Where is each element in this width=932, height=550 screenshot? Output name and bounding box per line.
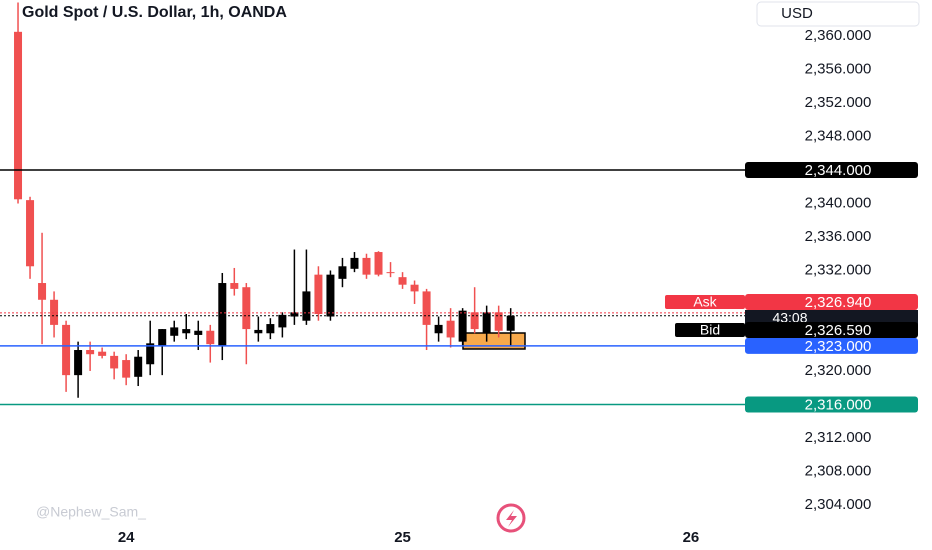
candle-body: [122, 360, 131, 378]
y-tick-label: 2,308.000: [805, 462, 872, 479]
candle-body: [254, 329, 263, 334]
currency-label[interactable]: USD: [781, 5, 813, 22]
y-tick-label: 2,348.000: [805, 127, 872, 144]
price-label-box: [745, 337, 918, 354]
y-tick-label: 2,332.000: [805, 261, 872, 278]
candle-body: [170, 327, 179, 336]
price-label-box: [745, 396, 918, 413]
candle-body: [410, 284, 419, 292]
candle-body: [86, 350, 95, 355]
candle-body: [14, 31, 23, 200]
candle-body: [218, 283, 227, 346]
candle-body: [266, 324, 275, 334]
candle-body: [206, 330, 215, 345]
candle-body: [182, 329, 191, 334]
y-tick-label: 2,356.000: [805, 60, 872, 77]
candle-body: [26, 200, 35, 267]
ask-name: Ask: [693, 294, 717, 310]
countdown: 43:08: [772, 310, 807, 326]
bid-value-box: [745, 322, 918, 338]
x-tick-label: 24: [118, 529, 135, 546]
candle-body: [338, 266, 347, 279]
bid-name: Bid: [700, 322, 720, 338]
candle-body: [494, 312, 503, 331]
candle-body: [230, 283, 239, 289]
price-label: 2,316.000: [805, 396, 872, 413]
drawing-box: [462, 332, 526, 350]
candle-body: [422, 291, 431, 325]
candle-body: [134, 356, 143, 377]
candle-body: [362, 257, 371, 275]
candle-body: [470, 312, 479, 330]
candle-body: [38, 283, 47, 300]
y-tick-label: 2,312.000: [805, 429, 872, 446]
candle-body: [374, 252, 383, 275]
candle-body: [158, 329, 167, 346]
y-tick-label: 2,360.000: [805, 27, 872, 44]
price-label: 2,323.000: [805, 338, 872, 355]
candle-body: [398, 277, 407, 285]
candle-body: [74, 350, 83, 376]
candle-body: [50, 299, 59, 325]
candle-body: [110, 355, 119, 369]
y-tick-label: 2,320.000: [805, 362, 872, 379]
candle-body: [350, 257, 359, 269]
currency-button[interactable]: [756, 1, 920, 27]
y-tick-label: 2,304.000: [805, 496, 872, 513]
candle-body: [314, 274, 323, 315]
watermark: @Nephew_Sam_: [36, 504, 146, 520]
price-label-box: [745, 161, 918, 178]
y-tick-label: 2,352.000: [805, 94, 872, 111]
price-label: 2,344.000: [805, 162, 872, 179]
candle-body: [386, 272, 395, 274]
candle-body: [506, 315, 515, 331]
x-tick-label: 25: [394, 529, 411, 546]
candle-body: [302, 291, 311, 321]
candle-body: [194, 330, 203, 335]
candle-body: [242, 287, 251, 330]
candle-body: [146, 343, 155, 365]
chart-title: Gold Spot / U.S. Dollar, 1h, OANDA: [22, 4, 287, 21]
candle-body: [278, 314, 287, 328]
logo-bolt: [506, 510, 517, 527]
ask-value: 2,326.940: [805, 294, 872, 311]
candle-body: [482, 312, 491, 334]
candle-body: [62, 324, 71, 376]
candle-body: [434, 324, 443, 334]
candle-body: [98, 351, 107, 356]
y-tick-label: 2,340.000: [805, 194, 872, 211]
bid-name-box: [675, 323, 745, 337]
candle-body: [446, 320, 455, 338]
x-tick-label: 26: [683, 529, 700, 546]
bid-value: 2,326.590: [805, 322, 872, 339]
y-tick-label: 2,336.000: [805, 228, 872, 245]
ask-value-box: [745, 294, 918, 310]
candle-body: [326, 274, 335, 317]
candle-body: [290, 312, 299, 317]
ask-name-box: [665, 295, 745, 309]
candle-body: [458, 310, 467, 342]
